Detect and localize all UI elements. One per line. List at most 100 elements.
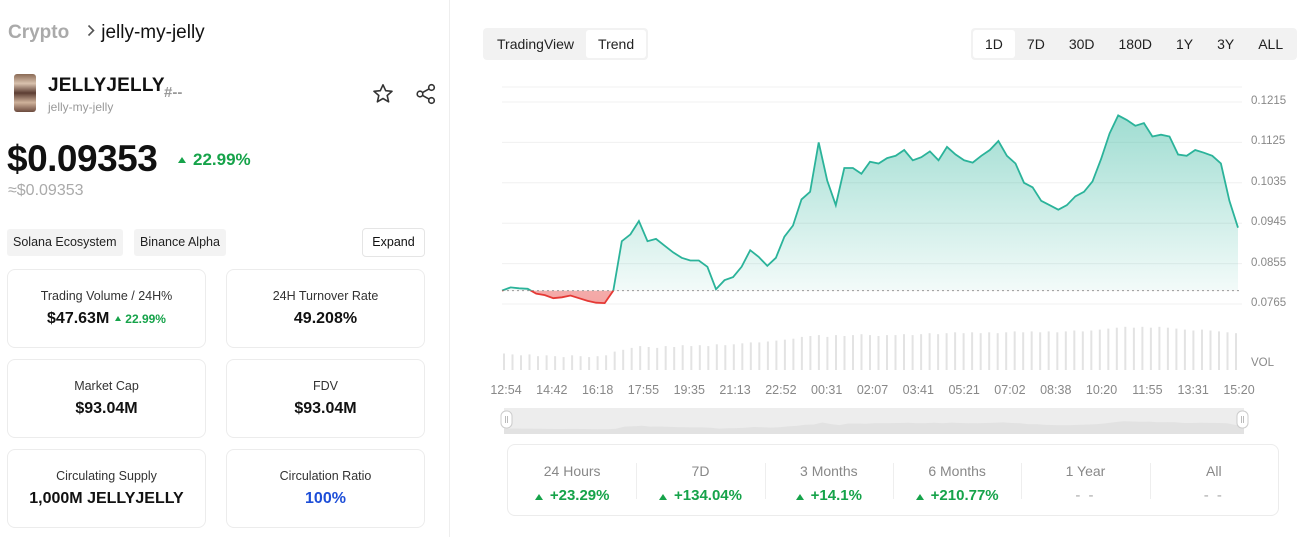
expand-button[interactable]: Expand [362,228,425,257]
volume-bar [1158,326,1161,370]
volume-bar [656,347,659,370]
up-arrow-icon [795,494,804,500]
volume-bar [1115,327,1118,370]
volume-bar [1098,329,1101,370]
volume-bar [903,334,905,370]
volume-bar [1192,330,1195,370]
volume-bar [1064,331,1067,370]
volume-bar [843,336,846,370]
volume-bar [630,347,633,370]
star-icon[interactable] [371,82,395,106]
x-tick-label: 10:20 [1085,383,1118,397]
x-tick-label: 08:38 [1040,383,1072,397]
volume-bar [690,346,693,370]
breadcrumb-crypto-link[interactable]: Crypto [8,22,70,43]
perf-6m: 6 Months +210.77% [892,445,1021,515]
stat-card-fdv: FDV $93.04M [226,359,425,438]
stat-card-volume: Trading Volume / 24H% $47.63M 22.99% [7,269,206,348]
up-arrow-icon [115,316,122,321]
volume-bar [1226,332,1229,370]
y-tick-label: 0.0945 [1251,216,1287,229]
stat-value: 1,000M JELLYJELLY [29,490,184,507]
slider-handle-right[interactable] [1236,410,1249,429]
range-7d[interactable]: 7D [1026,36,1045,52]
range-1d[interactable]: 1D [973,30,1015,58]
volume-bar [1056,332,1059,370]
x-tick-label: 03:41 [902,383,934,397]
volume-bar [1149,327,1152,370]
x-tick-label: 14:42 [536,383,568,397]
performance-table: 24 Hours +23.29% 7D +134.04% 3 Months +1… [507,444,1279,516]
volume-bar [537,356,539,370]
volume-bar [877,336,880,370]
range-3y[interactable]: 3Y [1217,36,1235,52]
up-arrow-icon [534,494,543,500]
volume-bar [1039,332,1042,370]
volume-bar [962,333,965,370]
perf-all: All - - [1149,445,1278,515]
volume-bar [1183,329,1186,370]
volume-bar [860,334,863,370]
slider-handle-left[interactable] [500,410,513,429]
area-fill-down [502,290,1238,304]
token-info-panel: Crypto jelly-my-jelly JELLYJELLY #-- jel… [0,0,450,537]
volume-bar [928,333,931,370]
price-change-value: 22.99% [193,150,251,169]
volume-bar [1107,328,1110,370]
volume-label: VOL [1251,357,1275,369]
volume-bar [1081,331,1084,370]
volume-change-value: 22.99% [125,312,166,326]
area-fill-up [502,115,1238,291]
volume-bar [979,333,982,370]
range-1y[interactable]: 1Y [1175,36,1194,52]
perf-value-text: +14.1% [810,487,862,504]
tag-solana-ecosystem[interactable]: Solana Ecosystem [7,229,123,256]
range-all[interactable]: ALL [1258,36,1284,52]
x-tick-label: 07:02 [994,383,1026,397]
stat-value: $93.04M [75,400,138,417]
volume-bar [826,336,829,370]
perf-label: 7D [691,463,710,479]
volume-bar [817,335,820,370]
volume-bar [920,334,923,370]
perf-1y: 1 Year - - [1021,445,1149,515]
tab-tradingview[interactable]: TradingView [497,36,575,52]
x-tick-label: 19:35 [673,383,705,397]
x-tick-label: 13:31 [1177,383,1209,397]
stat-value: 49.208% [293,310,358,327]
volume-value: $47.63M [47,310,110,327]
volume-bar [886,335,888,370]
perf-value: +210.77% [893,487,1021,504]
chevron-right-icon [87,24,95,42]
volume-bar [1013,331,1016,370]
up-arrow-icon [915,494,924,500]
volume-bar [869,335,871,370]
x-tick-label: 05:21 [948,383,980,397]
x-tick-label: 16:18 [581,383,614,397]
range-180d[interactable]: 180D [1118,36,1152,52]
tab-trend[interactable]: Trend [586,30,647,58]
price-line-up [501,114,1239,291]
tag-binance-alpha[interactable]: Binance Alpha [134,229,226,256]
chart-type-tabs: TradingView Trend [483,28,649,60]
price-chart[interactable]: 0.1215 0.1125 0.1035 0.0945 0.0855 0.0765 VOL… [470,70,1290,440]
volume-bar [749,342,752,370]
range-slider[interactable] [500,408,1249,434]
x-tick-label: 21:13 [719,383,751,397]
volume-bar [1030,331,1033,370]
volume-bar [596,356,599,370]
volume-bar [605,355,608,370]
stat-value: $47.63M 22.99% [8,310,205,328]
range-30d[interactable]: 30D [1068,36,1095,52]
share-icon[interactable] [414,82,438,106]
volume-bar [562,357,565,370]
price-chart-svg [500,86,1249,434]
range-slider-overview [504,421,1244,434]
volume-bar [741,343,744,370]
volume-bar [971,332,974,370]
up-arrow-icon [659,494,667,500]
stat-label: Circulation Ratio [279,469,372,483]
volume-bar [1218,331,1220,370]
y-tick-label: 0.0855 [1251,256,1287,269]
volume-bar [1235,333,1237,370]
